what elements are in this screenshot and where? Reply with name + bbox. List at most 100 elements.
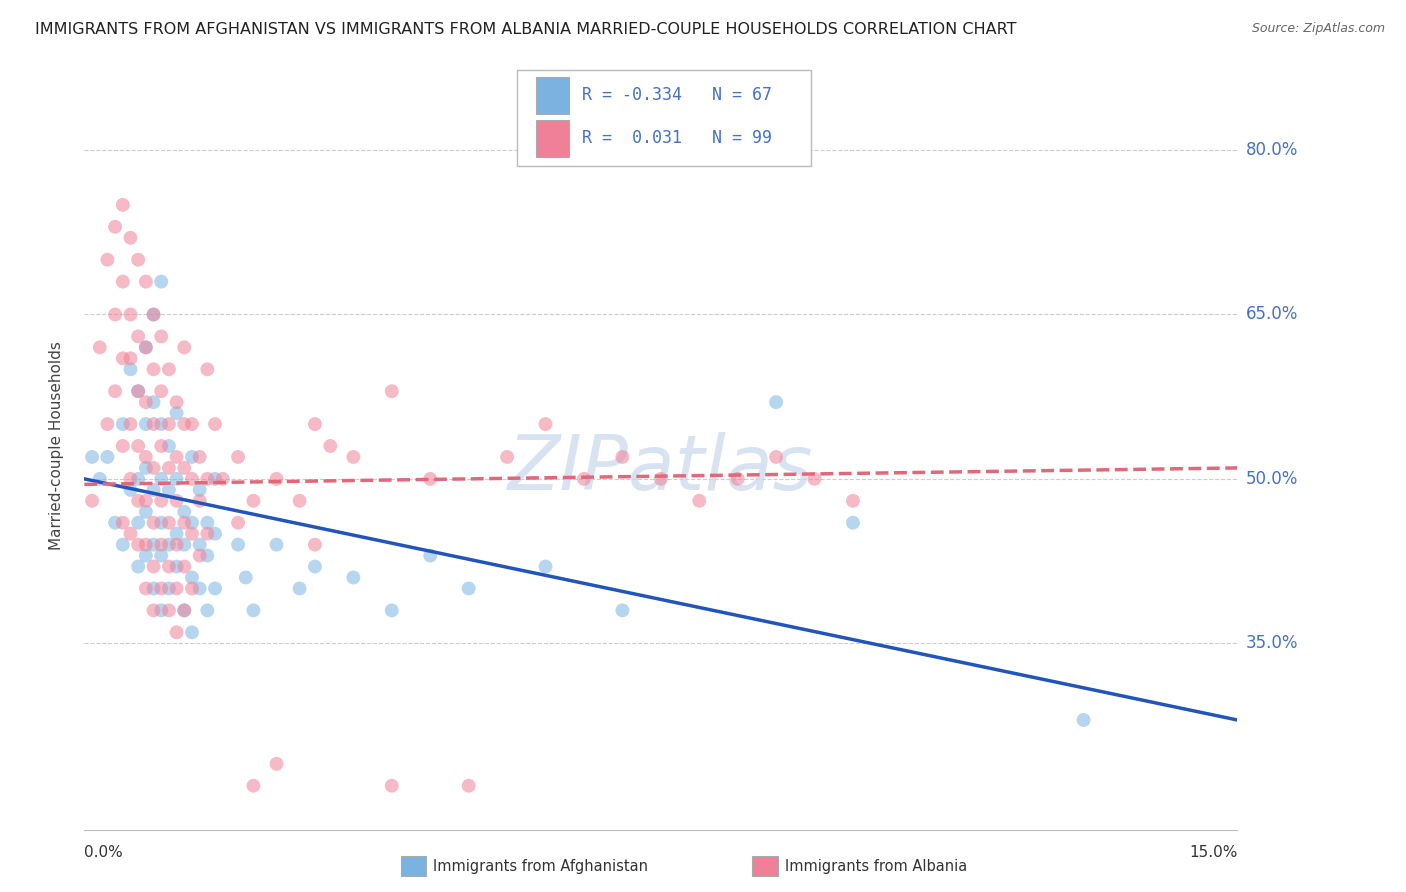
Text: 35.0%: 35.0%: [1246, 634, 1298, 652]
Point: [173, 505, 195, 519]
Point: [419, 549, 441, 563]
Point: [150, 516, 173, 530]
Point: [142, 417, 165, 431]
Point: [204, 526, 226, 541]
Point: [127, 472, 149, 486]
Point: [120, 362, 142, 376]
Point: [111, 516, 134, 530]
Point: [135, 275, 157, 289]
Point: [242, 779, 264, 793]
Point: [142, 559, 165, 574]
Point: [572, 472, 595, 486]
Point: [381, 603, 404, 617]
Point: [235, 570, 257, 584]
Point: [166, 450, 188, 464]
Point: [111, 538, 134, 552]
Point: [166, 395, 188, 409]
Point: [150, 493, 173, 508]
Text: ZIPatlas: ZIPatlas: [508, 432, 814, 506]
Point: [181, 526, 204, 541]
Point: [120, 308, 142, 322]
Point: [142, 516, 165, 530]
Point: [166, 538, 188, 552]
Point: [342, 450, 364, 464]
Point: [181, 450, 204, 464]
Point: [135, 461, 157, 475]
Point: [127, 516, 149, 530]
Bar: [536, 77, 568, 114]
Point: [120, 351, 142, 366]
Point: [142, 538, 165, 552]
Point: [157, 461, 180, 475]
Point: [157, 483, 180, 497]
Point: [80, 493, 103, 508]
Point: [266, 538, 288, 552]
Point: [204, 582, 226, 596]
Point: [157, 362, 180, 376]
Point: [96, 252, 118, 267]
Point: [135, 450, 157, 464]
Point: [120, 472, 142, 486]
Point: [534, 559, 557, 574]
Point: [842, 493, 865, 508]
Point: [127, 384, 149, 399]
Point: [181, 625, 204, 640]
Point: [127, 384, 149, 399]
Point: [157, 417, 180, 431]
Text: 15.0%: 15.0%: [1189, 845, 1237, 860]
Point: [612, 450, 634, 464]
Point: [166, 493, 188, 508]
Point: [142, 461, 165, 475]
Text: Immigrants from Afghanistan: Immigrants from Afghanistan: [433, 859, 648, 873]
Bar: [536, 120, 568, 157]
Point: [89, 340, 111, 354]
Point: [195, 549, 218, 563]
Point: [842, 516, 865, 530]
Text: Immigrants from Albania: Immigrants from Albania: [785, 859, 967, 873]
Point: [342, 570, 364, 584]
Point: [142, 362, 165, 376]
Point: [173, 538, 195, 552]
Point: [166, 406, 188, 420]
Point: [150, 329, 173, 343]
Text: IMMIGRANTS FROM AFGHANISTAN VS IMMIGRANTS FROM ALBANIA MARRIED-COUPLE HOUSEHOLDS: IMMIGRANTS FROM AFGHANISTAN VS IMMIGRANT…: [35, 22, 1017, 37]
Point: [120, 417, 142, 431]
Text: 65.0%: 65.0%: [1246, 305, 1298, 324]
Point: [242, 603, 264, 617]
Point: [135, 549, 157, 563]
Point: [457, 582, 479, 596]
Point: [135, 582, 157, 596]
Point: [135, 505, 157, 519]
Point: [266, 756, 288, 771]
Point: [135, 538, 157, 552]
Point: [204, 472, 226, 486]
Point: [173, 559, 195, 574]
Point: [150, 603, 173, 617]
Point: [135, 395, 157, 409]
Text: 80.0%: 80.0%: [1246, 141, 1298, 159]
Point: [181, 516, 204, 530]
Point: [195, 472, 218, 486]
Point: [457, 779, 479, 793]
Point: [534, 417, 557, 431]
Point: [226, 450, 249, 464]
Point: [266, 472, 288, 486]
Point: [142, 603, 165, 617]
Point: [157, 603, 180, 617]
Point: [173, 417, 195, 431]
Point: [211, 472, 233, 486]
Point: [166, 526, 188, 541]
Point: [381, 384, 404, 399]
Text: R = -0.334   N = 67: R = -0.334 N = 67: [582, 87, 772, 104]
Point: [127, 329, 149, 343]
Point: [226, 538, 249, 552]
Point: [104, 384, 127, 399]
Point: [195, 362, 218, 376]
Text: 0.0%: 0.0%: [84, 845, 124, 860]
Point: [127, 252, 149, 267]
Point: [166, 625, 188, 640]
Point: [688, 493, 710, 508]
Point: [111, 417, 134, 431]
Point: [150, 538, 173, 552]
Point: [181, 570, 204, 584]
